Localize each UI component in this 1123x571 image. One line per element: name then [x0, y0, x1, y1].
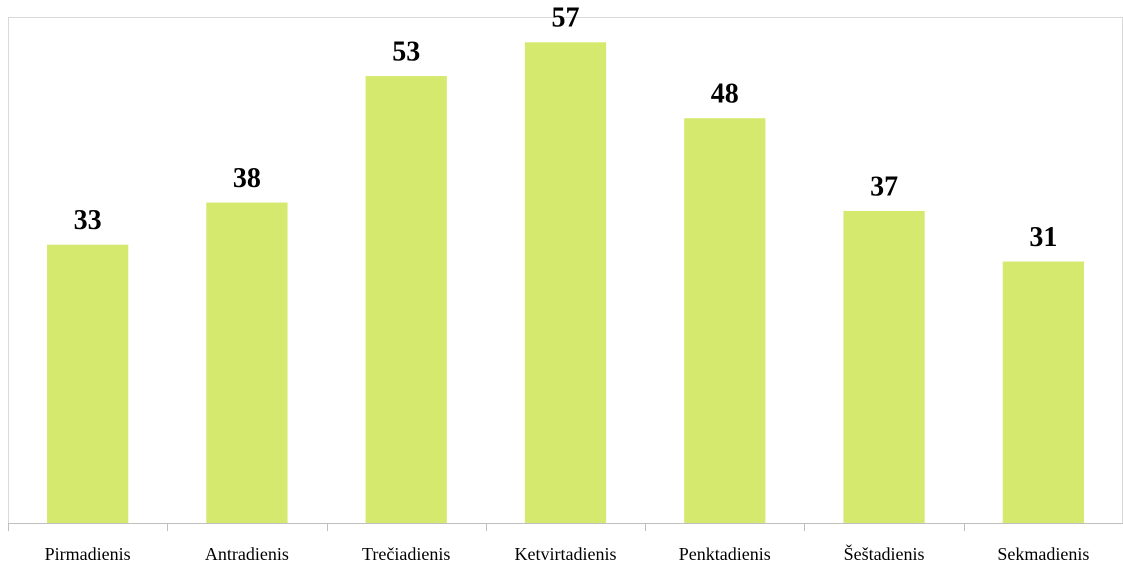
bar [684, 118, 766, 523]
x-tick-label: Trečiadienis [362, 544, 450, 564]
data-label: 33 [74, 205, 102, 236]
x-tick-label: Ketvirtadienis [515, 544, 617, 564]
bar [206, 202, 288, 524]
x-tick-label: Šeštadienis [844, 543, 925, 564]
bar [524, 42, 607, 524]
data-label: 38 [233, 163, 261, 194]
data-label: 31 [1029, 222, 1057, 253]
x-tick-label: Penktadienis [679, 544, 771, 564]
bar [1002, 261, 1084, 523]
bar [47, 244, 129, 523]
bar [365, 76, 447, 524]
data-label: 57 [552, 3, 580, 34]
x-tick-label: Sekmadienis [997, 544, 1089, 564]
bar [843, 210, 925, 523]
data-label: 37 [870, 171, 898, 202]
x-tick-label: Antradienis [205, 544, 289, 564]
x-tick-label: Pirmadienis [45, 544, 131, 564]
data-label: 53 [392, 36, 420, 67]
data-label: 48 [711, 79, 739, 110]
